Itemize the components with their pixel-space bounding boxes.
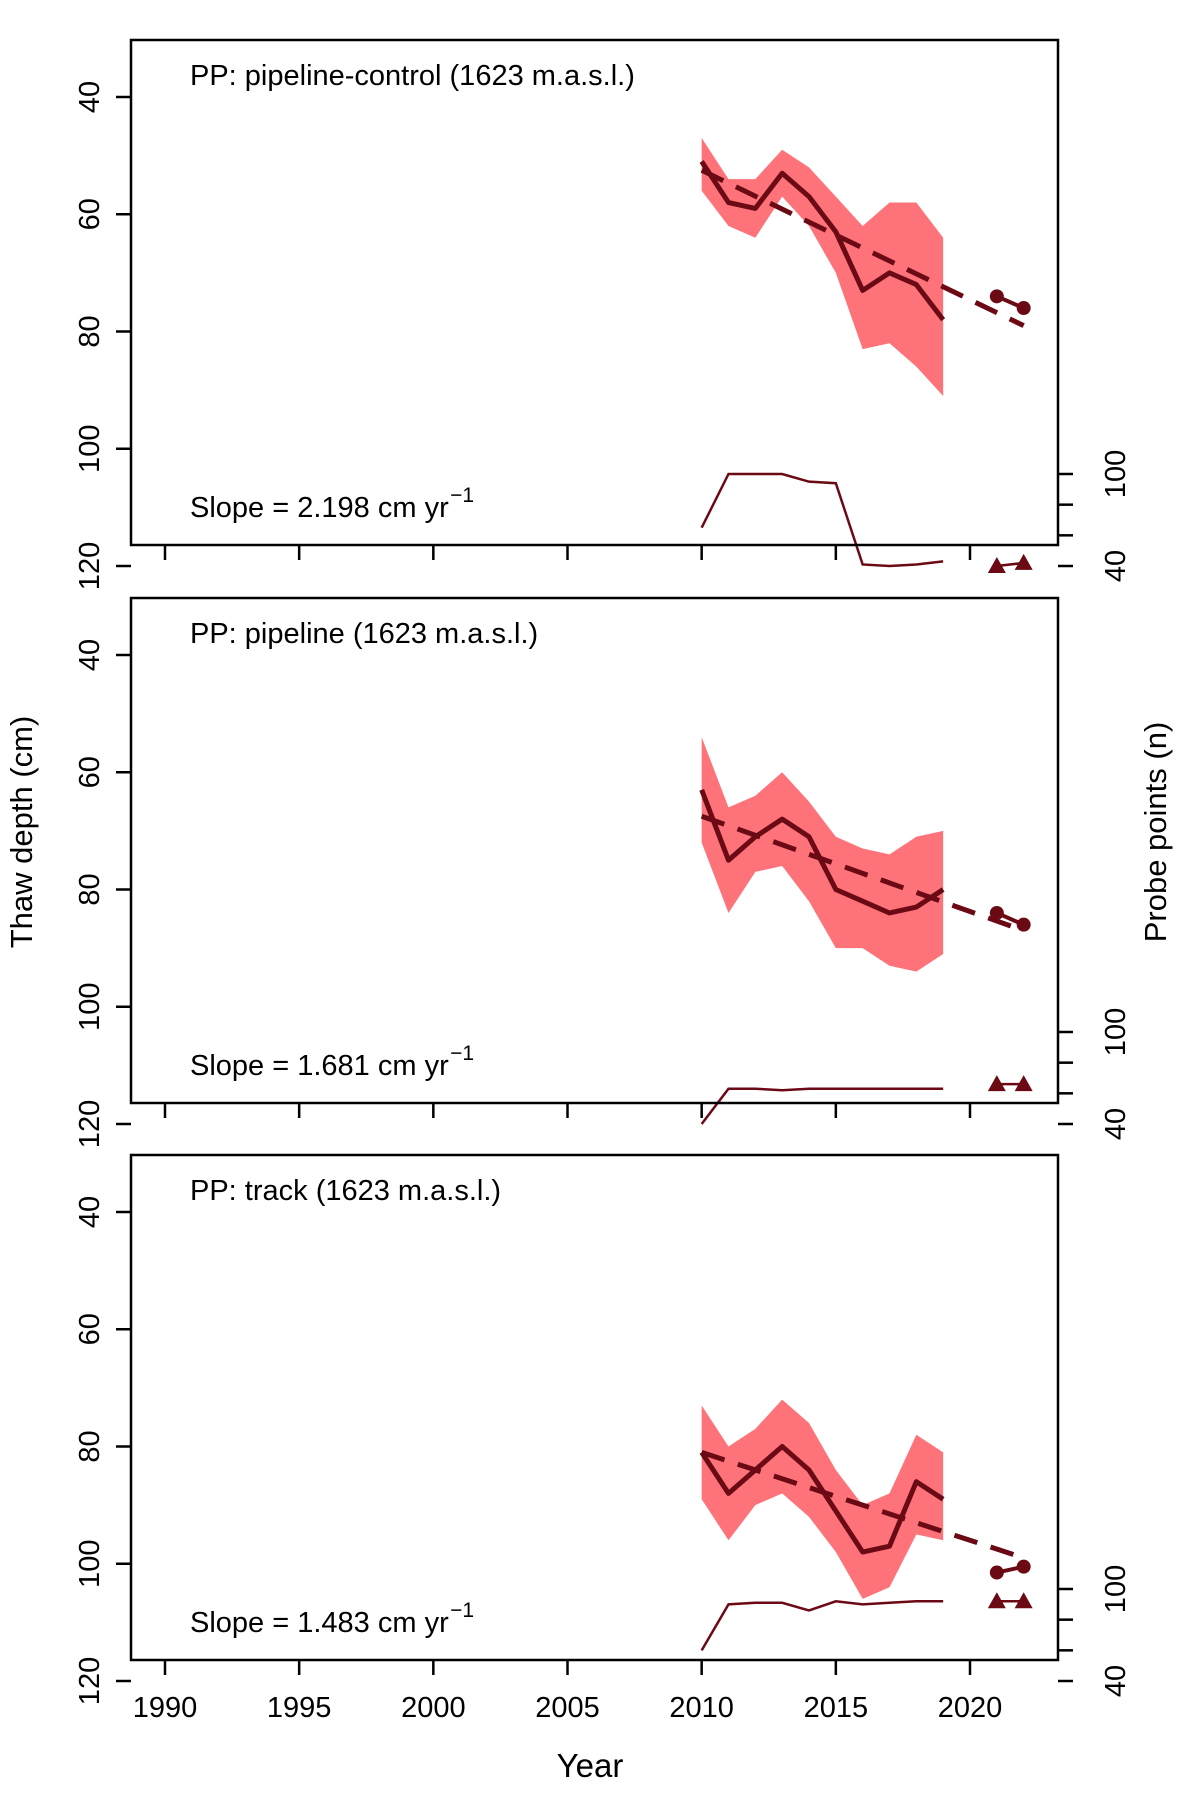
n-tick-label: 40 xyxy=(1100,1108,1132,1140)
x-tick-label-1995: 1995 xyxy=(267,1692,332,1724)
y-tick-label: 60 xyxy=(74,198,106,230)
slope-exponent: −1 xyxy=(450,1599,474,1622)
plot-frame xyxy=(129,1153,1060,1662)
slope-label: Slope = 1.681 cm yr xyxy=(190,1050,449,1082)
y-tick-label: 80 xyxy=(74,315,106,347)
n-tick-label: 40 xyxy=(1100,550,1132,582)
recent-probe-marker-2022 xyxy=(1014,1592,1033,1609)
recent-probe-marker-2022 xyxy=(1014,553,1033,570)
trend-line xyxy=(700,168,1025,328)
mean-thaw-depth-line xyxy=(699,788,945,916)
y-tick-label: 80 xyxy=(74,1430,106,1462)
probe-points-line xyxy=(700,1599,944,1651)
recent-point-2021 xyxy=(989,1565,1004,1580)
y-axis-label-probe-points: Probe points (n) xyxy=(1138,722,1173,943)
plot-frame xyxy=(129,38,1060,547)
y-tick-label: 40 xyxy=(74,81,106,113)
panel-3: 40 60 80 100 120 40 100 PP: track (1623 m.a.s.l… xyxy=(74,1153,1132,1705)
slope-exponent: −1 xyxy=(450,484,474,507)
recent-probe-marker-2022 xyxy=(1014,1075,1033,1092)
recent-point-2021 xyxy=(989,905,1004,920)
n-tick-label: 40 xyxy=(1100,1665,1132,1697)
y-tick-label: 100 xyxy=(74,425,106,473)
y-tick-label: 120 xyxy=(74,1100,106,1148)
n-tick-label: 100 xyxy=(1100,1565,1132,1613)
recent-point-2021 xyxy=(989,289,1004,304)
y-axis-label-thaw-depth: Thaw depth (cm) xyxy=(4,716,39,949)
recent-probe-marker-2021 xyxy=(987,1592,1006,1609)
y-tick-label: 80 xyxy=(74,873,106,905)
mean-thaw-depth-line xyxy=(699,1444,945,1555)
y-tick-label: 100 xyxy=(74,983,106,1031)
x-tick-label-2010: 2010 xyxy=(669,1692,734,1724)
x-axis-label: Year xyxy=(557,1747,624,1784)
y-tick-label: 60 xyxy=(74,756,106,788)
x-tick-label-2000: 2000 xyxy=(401,1692,466,1724)
panels-group: 40 60 80 100 120 40 100 PP: pipeline-control (1… xyxy=(74,38,1132,1705)
x-tick-label-2005: 2005 xyxy=(535,1692,600,1724)
panel-title: PP: track (1623 m.a.s.l.) xyxy=(190,1175,501,1207)
slope-exponent: −1 xyxy=(450,1042,474,1065)
plot-frame xyxy=(129,596,1060,1105)
slope-label: Slope = 2.198 cm yr xyxy=(190,492,449,524)
mean-thaw-depth-line xyxy=(699,160,946,322)
x-axis: 1990 1995 2000 2005 2010 2015 2020 xyxy=(133,1692,1003,1724)
x-tick-label-1990: 1990 xyxy=(133,1692,198,1724)
recent-probe-marker-2021 xyxy=(987,557,1006,573)
n-tick-label: 100 xyxy=(1100,1008,1132,1056)
y-tick-label: 60 xyxy=(74,1313,106,1345)
panel-title: PP: pipeline (1623 m.a.s.l.) xyxy=(190,618,538,650)
y-tick-label: 120 xyxy=(74,542,106,590)
confidence-band xyxy=(701,737,944,972)
n-tick-label: 100 xyxy=(1100,450,1132,498)
probe-points-line xyxy=(700,1087,944,1125)
recent-point-2022 xyxy=(1016,301,1031,316)
y-tick-label: 120 xyxy=(74,1657,106,1705)
panel-title: PP: pipeline-control (1623 m.a.s.l.) xyxy=(190,60,635,92)
probe-points-line xyxy=(700,472,944,568)
x-tick-label-2020: 2020 xyxy=(938,1692,1003,1724)
slope-label: Slope = 1.483 cm yr xyxy=(190,1607,449,1639)
y-tick-label: 100 xyxy=(74,1540,106,1588)
recent-point-2022 xyxy=(1016,1559,1031,1574)
x-tick-label-2015: 2015 xyxy=(804,1692,869,1724)
y-tick-label: 40 xyxy=(74,1196,106,1228)
recent-probe-marker-2021 xyxy=(987,1075,1006,1092)
recent-point-2022 xyxy=(1016,917,1031,932)
confidence-band xyxy=(701,138,944,396)
y-tick-label: 40 xyxy=(74,639,106,671)
panel-1: 40 60 80 100 120 40 100 PP: pipeline-control (1… xyxy=(74,38,1132,590)
panel-2: 40 60 80 100 120 40 100 PP: pipeline (1623 m.a.… xyxy=(74,596,1132,1148)
